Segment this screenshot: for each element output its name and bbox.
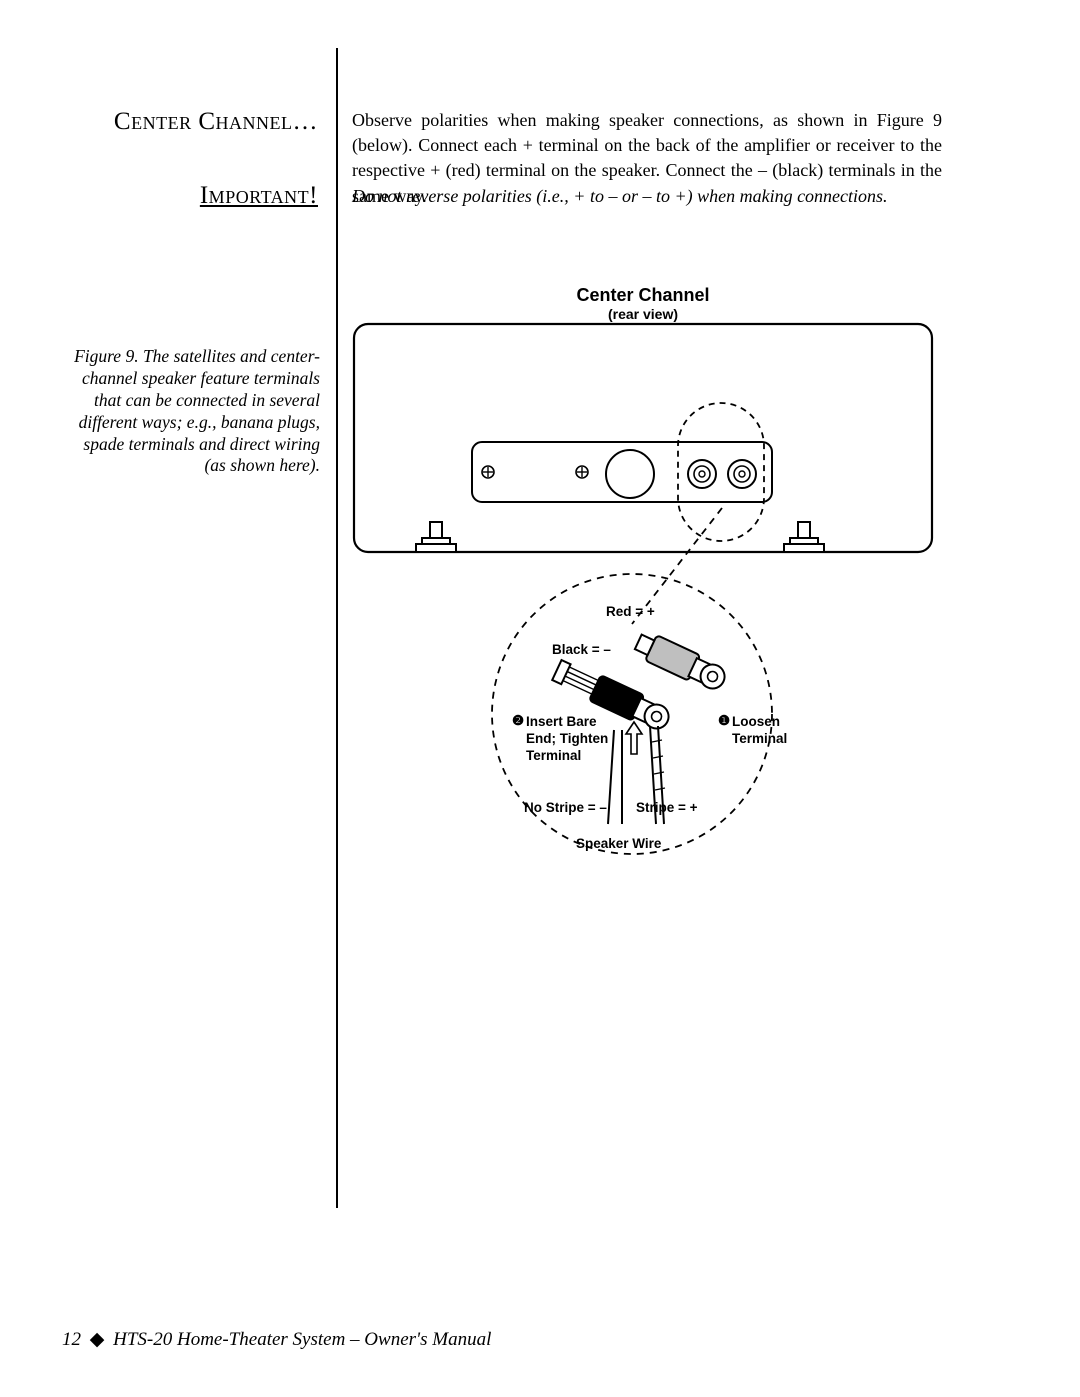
label-black: Black = – (552, 642, 611, 657)
figure-subtitle: (rear view) (352, 306, 934, 322)
page: Center Channel… Important! Figure 9. The… (0, 0, 1080, 1397)
diagram-container: Red = + Black = – ❷ Insert Bare End; Tig… (352, 322, 934, 882)
label-wire: Speaker Wire (576, 836, 662, 851)
screw-left-icon (482, 466, 494, 478)
diagram-svg: Red = + Black = – ❷ Insert Bare End; Tig… (352, 322, 934, 882)
warning-paragraph: Do not reverse polarities (i.e., + to – … (352, 186, 942, 207)
figure-title: Center Channel (352, 285, 934, 306)
footer-page: 12 (62, 1329, 81, 1350)
detail-red-post (632, 629, 729, 694)
label-insert-num: ❷ (512, 713, 524, 728)
label-stripe: Stripe = + (636, 800, 698, 815)
label-loosen: Loosen Terminal (732, 714, 802, 754)
heading-important: Important! (60, 182, 318, 210)
label-insert: Insert Bare End; Tighten Terminal (526, 714, 616, 768)
label-nostripe: No Stripe = – (524, 800, 607, 815)
figure-caption: Figure 9. The satellites and center-chan… (58, 346, 320, 477)
binding-post-red (728, 460, 756, 488)
heading-center-channel: Center Channel… (60, 108, 318, 136)
speaker-body (354, 324, 932, 552)
footer-title: HTS-20 Home-Theater System – Owner's Man… (113, 1329, 491, 1350)
label-red: Red = + (606, 604, 655, 619)
vertical-divider (336, 48, 338, 1208)
screw-mid-icon (576, 466, 588, 478)
page-footer: 12 ◆ HTS-20 Home-Theater System – Owner'… (62, 1328, 491, 1351)
binding-post-black (688, 460, 716, 488)
arrow-up-icon (626, 722, 642, 754)
label-loosen-num: ❶ (718, 713, 730, 728)
footer-sep: ◆ (90, 1329, 105, 1350)
binding-post-left (606, 450, 654, 498)
